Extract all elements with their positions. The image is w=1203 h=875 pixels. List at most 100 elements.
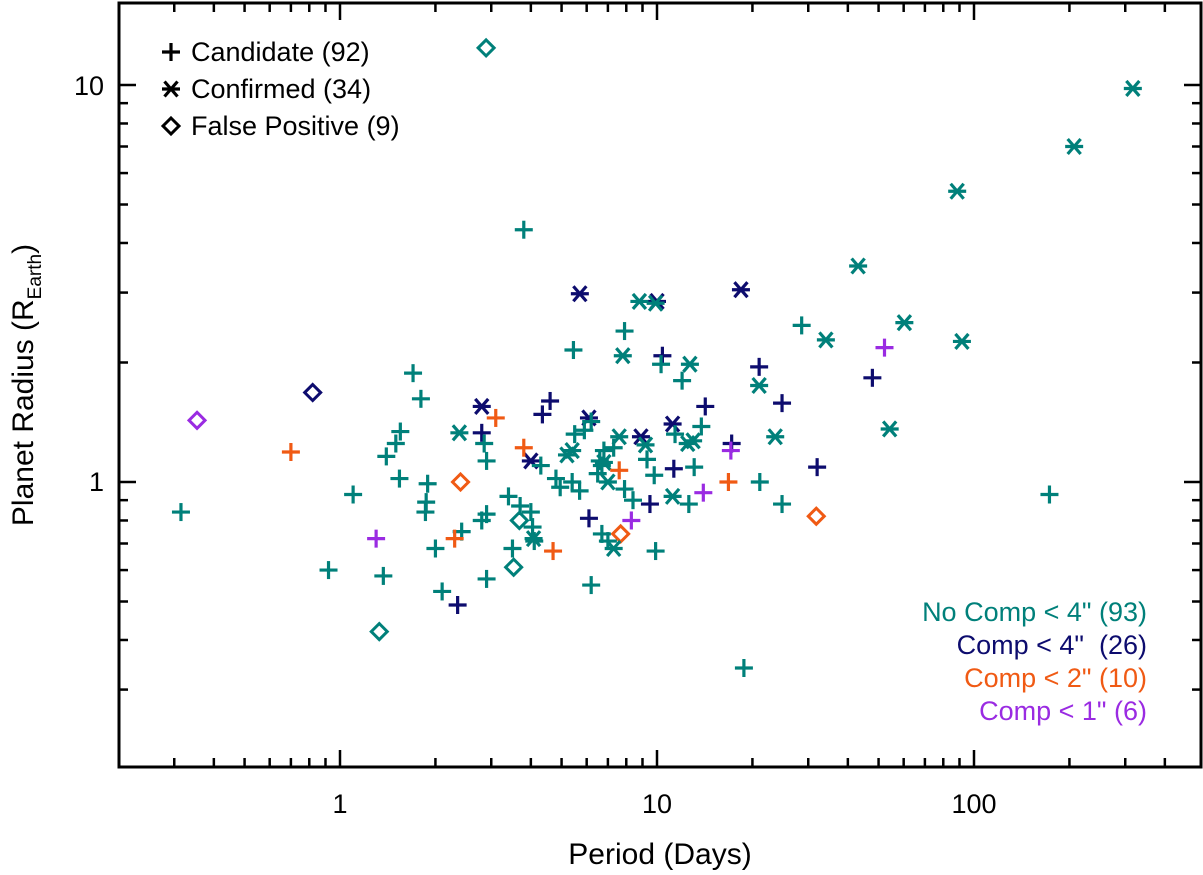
color-legend-comp1: Comp < 1" (6) — [979, 696, 1147, 726]
data-point-asterisk-nocomp — [663, 487, 682, 505]
data-point-plus-nocomp — [582, 576, 601, 595]
data-point-diamond-nocomp — [509, 510, 530, 531]
data-point-plus-comp4 — [808, 458, 827, 477]
data-point-plus-nocomp — [685, 458, 704, 477]
data-point-plus-comp2 — [445, 529, 464, 548]
y-axis-title: Planet Radius (REarth) — [7, 244, 46, 526]
data-point-asterisk-nocomp — [598, 473, 617, 491]
data-point-plus-nocomp — [615, 480, 634, 499]
data-point-plus-nocomp — [390, 469, 409, 488]
data-point-asterisk-comp4 — [579, 409, 598, 427]
data-point-asterisk-nocomp — [613, 347, 632, 365]
data-point-plus-nocomp — [477, 569, 496, 588]
color-legend-comp4: Comp < 4" (26) — [957, 630, 1147, 660]
data-point-asterisk-nocomp — [849, 257, 868, 275]
data-point-plus-comp1 — [622, 511, 641, 530]
data-point-plus-nocomp — [594, 441, 613, 460]
data-point-asterisk-nocomp — [895, 314, 914, 332]
data-point-asterisk-comp4 — [570, 285, 589, 303]
legend-symbol-asterisk — [162, 80, 180, 98]
data-point-asterisk-comp4 — [631, 428, 650, 446]
data-point-asterisk-nocomp — [816, 331, 835, 349]
data-point-plus-comp4 — [472, 423, 491, 442]
data-point-diamond-comp2 — [450, 471, 471, 493]
data-point-plus-nocomp — [564, 341, 583, 360]
data-point-diamond-nocomp — [369, 621, 390, 642]
x-tick-label-10: 10 — [642, 789, 672, 819]
y-axis-title-subscript: Earth — [25, 254, 46, 299]
data-point-diamond-nocomp — [475, 37, 497, 59]
data-point-asterisk-nocomp — [636, 436, 655, 454]
data-point-asterisk-nocomp — [952, 332, 971, 350]
legend-label-candidate: Candidate (92) — [191, 37, 370, 67]
data-point-asterisk-nocomp — [766, 428, 785, 446]
data-point-plus-nocomp — [546, 469, 565, 488]
data-point-plus-comp4 — [640, 495, 659, 514]
data-point-plus-nocomp — [416, 503, 435, 522]
data-point-plus-nocomp — [1040, 485, 1059, 504]
data-point-plus-nocomp — [426, 539, 445, 558]
data-point-plus-nocomp — [525, 532, 544, 551]
data-point-plus-comp2 — [281, 443, 300, 462]
data-point-plus-comp4 — [696, 397, 715, 416]
data-point-plus-comp2 — [486, 408, 505, 427]
data-point-plus-nocomp — [598, 532, 617, 551]
legend-label-confirmed: Confirmed (34) — [191, 74, 371, 104]
data-point-plus-comp2 — [514, 438, 533, 457]
data-point-plus-comp4 — [750, 357, 769, 376]
data-point-plus-comp4 — [579, 509, 598, 528]
data-point-asterisk-nocomp — [646, 294, 665, 312]
data-point-plus-nocomp — [666, 425, 685, 444]
data-point-asterisk-nocomp — [557, 446, 576, 464]
data-point-plus-nocomp — [374, 566, 393, 585]
y-axis-title-end: ) — [7, 244, 40, 254]
data-point-plus-nocomp — [391, 422, 410, 441]
data-point-plus-nocomp — [646, 542, 665, 561]
data-point-plus-comp2 — [719, 473, 738, 491]
data-point-asterisk-comp4 — [472, 397, 491, 415]
data-point-plus-nocomp — [679, 495, 698, 514]
data-point-diamond-comp2 — [806, 506, 827, 527]
data-point-plus-nocomp — [638, 450, 657, 469]
data-point-plus-nocomp — [588, 464, 607, 483]
data-point-asterisk-nocomp — [684, 432, 703, 450]
data-point-asterisk-nocomp — [750, 376, 769, 395]
data-point-plus-nocomp — [531, 456, 550, 475]
data-point-plus-comp1 — [694, 483, 713, 502]
data-point-diamond-nocomp — [503, 557, 524, 578]
axis-ticks — [119, 3, 1201, 767]
data-point-plus-nocomp — [750, 473, 769, 491]
data-point-plus-nocomp — [521, 503, 540, 522]
legend-symbol-diamond — [160, 115, 182, 137]
data-point-diamond-comp4 — [302, 382, 323, 403]
color-legend-comp2: Comp < 2" (10) — [964, 663, 1147, 693]
data-point-plus-nocomp — [773, 495, 792, 514]
data-point-plus-comp1 — [721, 441, 740, 460]
data-point-plus-nocomp — [511, 497, 530, 516]
data-point-plus-nocomp — [514, 220, 533, 239]
data-point-plus-nocomp — [615, 322, 634, 341]
data-point-plus-nocomp — [475, 434, 494, 453]
data-point-plus-nocomp — [319, 561, 338, 580]
data-point-plus-nocomp — [418, 474, 437, 493]
legend-symbol-plus — [162, 43, 180, 61]
data-point-asterisk-nocomp — [450, 424, 469, 442]
data-point-asterisk-nocomp — [948, 182, 967, 200]
data-point-plus-comp1 — [367, 529, 386, 548]
data-point-plus-comp2 — [544, 542, 563, 561]
data-point-plus-comp4 — [664, 459, 683, 478]
data-point-plus-nocomp — [652, 355, 671, 374]
color-legend: No Comp < 4" (93) Comp < 4" (26) Comp < … — [922, 597, 1147, 726]
data-point-plus-nocomp — [592, 456, 611, 475]
data-point-plus-comp4 — [773, 394, 792, 413]
data-point-plus-nocomp — [523, 518, 542, 537]
data-point-plus-nocomp — [377, 447, 396, 466]
data-point-plus-nocomp — [692, 417, 711, 436]
data-point-plus-nocomp — [411, 389, 430, 408]
x-axis-title: Period (Days) — [568, 838, 751, 871]
color-legend-nocomp: No Comp < 4" (93) — [922, 597, 1147, 627]
data-point-plus-nocomp — [604, 438, 623, 457]
y-tick-label-1: 1 — [89, 467, 104, 497]
data-point-plus-nocomp — [623, 491, 642, 510]
